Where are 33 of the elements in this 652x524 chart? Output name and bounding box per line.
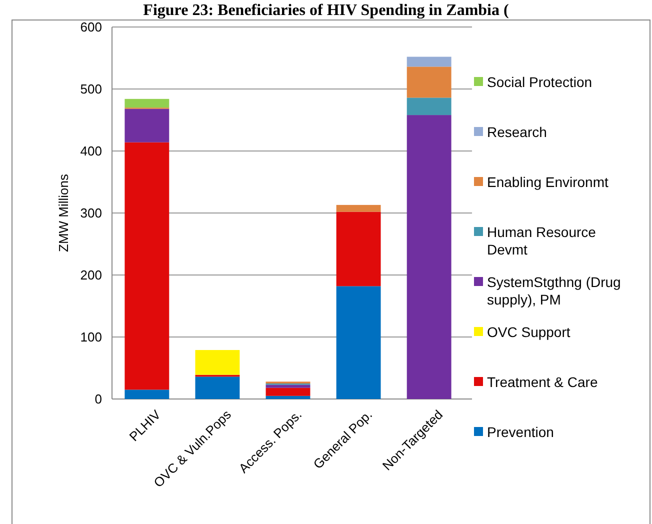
bar	[124, 390, 170, 399]
bar	[336, 212, 381, 286]
bar	[406, 56, 452, 67]
y-tick-label: 200	[80, 268, 102, 283]
legend-label: Treatment & Care	[487, 374, 598, 390]
y-tick-label: 400	[80, 144, 102, 159]
y-tick-label: 100	[80, 330, 102, 345]
legend-label: Research	[487, 124, 547, 140]
bar	[266, 396, 310, 399]
y-tick-label: 300	[80, 206, 102, 221]
bar	[336, 204, 381, 212]
legend-label: SystemStgthng (Drug supply), PM	[487, 274, 621, 308]
legend-label: OVC Support	[487, 324, 570, 340]
chart-title: Figure 23: Beneficiaries of HIV Spending in Zambia (	[143, 2, 509, 19]
bar	[124, 108, 170, 142]
bar	[124, 142, 170, 390]
bar	[195, 350, 240, 375]
y-tick-label: 500	[80, 82, 102, 97]
legend-label: Human Resource Devmt	[487, 224, 596, 258]
bar	[195, 376, 240, 399]
y-tick-label: 0	[94, 392, 102, 407]
bar	[336, 286, 381, 399]
bar	[406, 66, 452, 98]
legend-label: Social Protection	[487, 74, 592, 90]
bar	[266, 388, 310, 396]
bar	[406, 115, 452, 399]
bar	[406, 98, 452, 116]
legend-label: Enabling Environmt	[487, 174, 609, 190]
bar	[124, 98, 170, 108]
y-tick-label: 600	[80, 20, 102, 35]
y-axis-title: ZMW Millions	[56, 174, 71, 252]
bar	[266, 384, 310, 388]
legend-label: Prevention	[487, 424, 554, 440]
